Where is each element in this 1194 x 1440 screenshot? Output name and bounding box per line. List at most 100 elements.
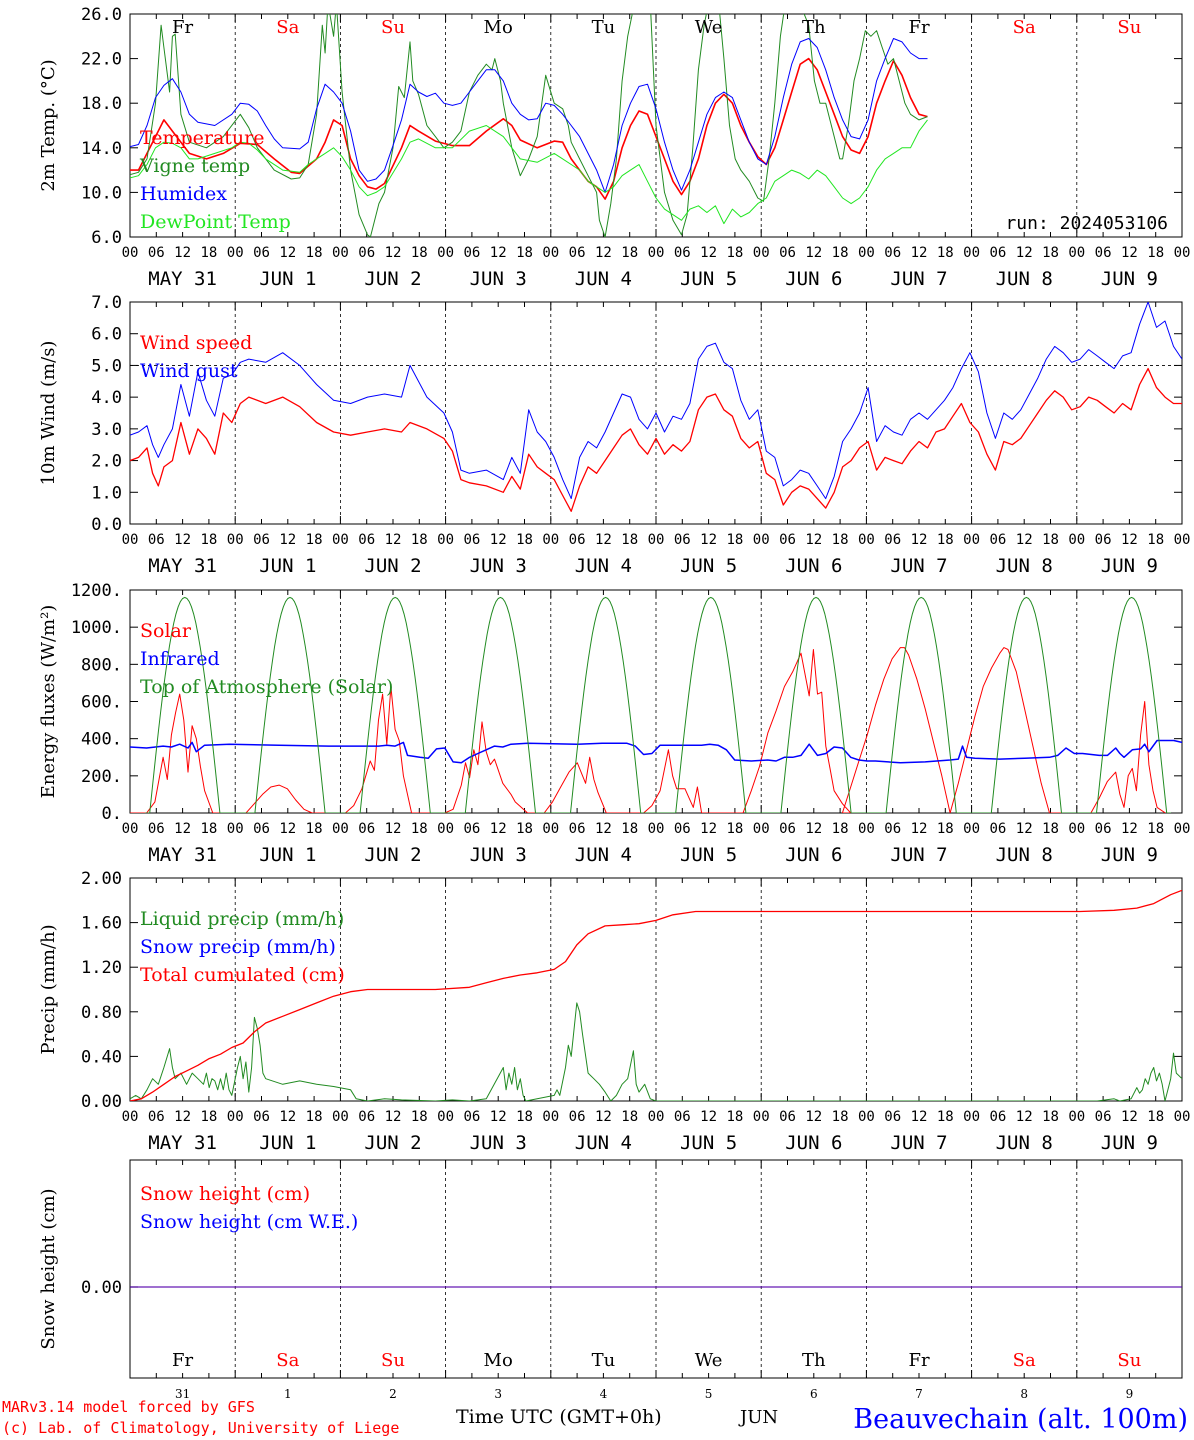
x-tick-label: 12 — [1016, 1109, 1033, 1125]
x-tick-label: 06 — [148, 821, 165, 837]
weekday-label: Su — [381, 17, 405, 38]
x-tick-label: 12 — [805, 245, 822, 261]
x-tick-label: 18 — [1042, 821, 1059, 837]
date-label: JUN 6 — [785, 1132, 842, 1154]
y-axis-label: Precip (mm/h) — [38, 924, 59, 1054]
date-label: JUN 1 — [259, 844, 316, 866]
y-tick-label: 2.00 — [81, 869, 122, 889]
weekday-label: Su — [1117, 17, 1141, 38]
x-tick-label: 12 — [279, 532, 296, 548]
date-label: JUN 7 — [890, 1132, 947, 1154]
x-tick-label: 18 — [200, 245, 217, 261]
y-tick-label: 800. — [81, 655, 122, 675]
x-tick-label: 00 — [648, 532, 665, 548]
legend-entry: DewPoint Temp — [140, 211, 291, 233]
x-tick-label: 00 — [122, 1109, 139, 1125]
legend-entry: Temperature — [140, 127, 264, 149]
x-tick-label: 00 — [858, 1109, 875, 1125]
series-line-dewpoint-temp — [130, 119, 928, 225]
x-tick-label: 18 — [621, 821, 638, 837]
x-tick-label: 18 — [1042, 245, 1059, 261]
x-tick-label: 12 — [1121, 1109, 1138, 1125]
legend-entry: Total cumulated (cm) — [140, 964, 345, 986]
series-line-wind-gust — [130, 302, 1182, 500]
date-label: JUN 1 — [259, 555, 316, 577]
weekday-label: Tu — [592, 17, 616, 38]
run-annotation: run: 2024053106 — [1005, 213, 1168, 234]
x-tick-label: 00 — [332, 245, 349, 261]
x-tick-label: 06 — [253, 245, 270, 261]
day-number-label: 7 — [915, 1387, 923, 1401]
model-credit: MARv3.14 model forced by GFS — [2, 1398, 255, 1416]
x-tick-label: 12 — [1016, 532, 1033, 548]
x-tick-label: 00 — [858, 532, 875, 548]
date-label: JUN 3 — [470, 844, 527, 866]
x-tick-label: 00 — [1068, 821, 1085, 837]
day-number-label: 8 — [1020, 1387, 1028, 1401]
x-tick-label: 18 — [726, 532, 743, 548]
date-label: JUN 9 — [1101, 844, 1158, 866]
y-tick-label: 2.0 — [91, 452, 122, 472]
x-tick-label: 00 — [753, 1109, 770, 1125]
series-line-infrared — [130, 739, 1182, 764]
weekday-label: We — [695, 17, 723, 38]
x-tick-label: 12 — [174, 821, 191, 837]
x-tick-label: 18 — [1042, 1109, 1059, 1125]
y-tick-label: 0.80 — [81, 1003, 122, 1023]
x-tick-label: 06 — [358, 821, 375, 837]
x-tick-label: 18 — [200, 532, 217, 548]
date-label: JUN 5 — [680, 844, 737, 866]
x-tick-label: 12 — [595, 1109, 612, 1125]
x-tick-label: 18 — [306, 532, 323, 548]
y-tick-label: 1.60 — [81, 914, 122, 934]
x-tick-label: 12 — [490, 532, 507, 548]
x-tick-label: 18 — [726, 1109, 743, 1125]
x-tick-label: 00 — [122, 821, 139, 837]
x-tick-label: 06 — [463, 245, 480, 261]
series-line-humidex — [130, 38, 928, 193]
x-tick-label: 06 — [148, 532, 165, 548]
x-tick-label: 06 — [884, 245, 901, 261]
legend-entry: Snow height (cm W.E.) — [140, 1211, 358, 1233]
legend-entry: Wind speed — [140, 332, 252, 354]
x-tick-label: 06 — [1095, 532, 1112, 548]
x-tick-label: 00 — [753, 245, 770, 261]
x-tick-label: 12 — [279, 245, 296, 261]
date-label: MAY 31 — [148, 268, 217, 290]
legend-entry: Vigne temp — [139, 155, 250, 177]
legend-entry: Infrared — [140, 648, 220, 670]
x-tick-label: 18 — [937, 245, 954, 261]
x-tick-label: 18 — [1147, 245, 1164, 261]
x-tick-label: 00 — [542, 821, 559, 837]
legend-entry: Wind gust — [140, 360, 238, 382]
date-label: JUN 8 — [996, 1132, 1053, 1154]
x-tick-label: 18 — [1147, 821, 1164, 837]
date-label: JUN 7 — [890, 268, 947, 290]
x-tick-label: 12 — [490, 1109, 507, 1125]
weekday-label: Mo — [484, 1350, 513, 1371]
date-label: MAY 31 — [148, 555, 217, 577]
x-tick-label: 06 — [884, 532, 901, 548]
y-tick-label: 18.0 — [81, 94, 122, 114]
x-tick-label: 12 — [490, 821, 507, 837]
y-tick-label: 6.0 — [91, 325, 122, 345]
weekday-label: Su — [381, 1350, 405, 1371]
x-tick-label: 12 — [385, 1109, 402, 1125]
weekday-label: Th — [802, 1350, 826, 1371]
panel-wind: 0.0 1.0 2.0 3.0 4.0 5.0 6.0 7.0 10m Wind (m/s) Wi… — [38, 293, 1190, 577]
x-tick-label: 18 — [937, 532, 954, 548]
x-tick-label: 00 — [542, 1109, 559, 1125]
x-tick-label: 00 — [963, 532, 980, 548]
x-tick-label: 00 — [1174, 245, 1191, 261]
panel-temp: 6.0 10.0 14.0 18.0 22.0 26.0 2m Temp. (°C) Temp… — [38, 5, 1191, 290]
x-tick-label: 12 — [174, 245, 191, 261]
x-tick-label: 00 — [648, 821, 665, 837]
x-tick-label: 00 — [227, 1109, 244, 1125]
x-tick-label: 18 — [411, 532, 428, 548]
x-tick-label: 06 — [1095, 1109, 1112, 1125]
panel-energy: 0. 200. 400. 600. 800. 1000. 1200. Energy fluxe… — [38, 581, 1190, 866]
y-tick-label: 6.0 — [91, 228, 122, 248]
x-tick-label: 18 — [1147, 1109, 1164, 1125]
weekday-label: Su — [1117, 1350, 1141, 1371]
x-tick-label: 18 — [832, 821, 849, 837]
